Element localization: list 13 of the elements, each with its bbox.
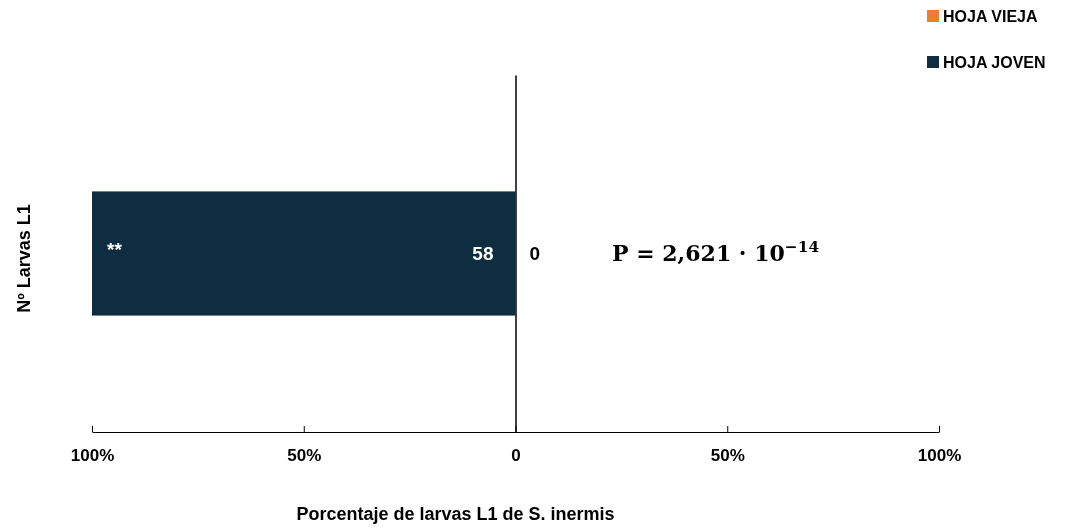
x-tick-label: 50% [287,446,322,465]
legend-label: HOJA JOVEN [943,53,1046,71]
legend-label: HOJA VIEJA [943,7,1038,25]
y-axis-title: Nº Larvas L1 [14,204,34,313]
annotation: ** [107,239,123,261]
annotation: 0 [529,243,541,265]
x-tick-label: 50% [710,446,745,465]
x-tick-label: 100% [917,446,962,465]
x-tick-label: 0 [511,446,521,465]
annotation: P = 2,621 · 10$^{−14}$ [612,238,820,267]
x-axis-title: Porcentaje de larvas L1 de S. inermis [296,504,615,524]
annotation: 58 [472,243,494,265]
x-tick-label: 100% [70,446,115,465]
